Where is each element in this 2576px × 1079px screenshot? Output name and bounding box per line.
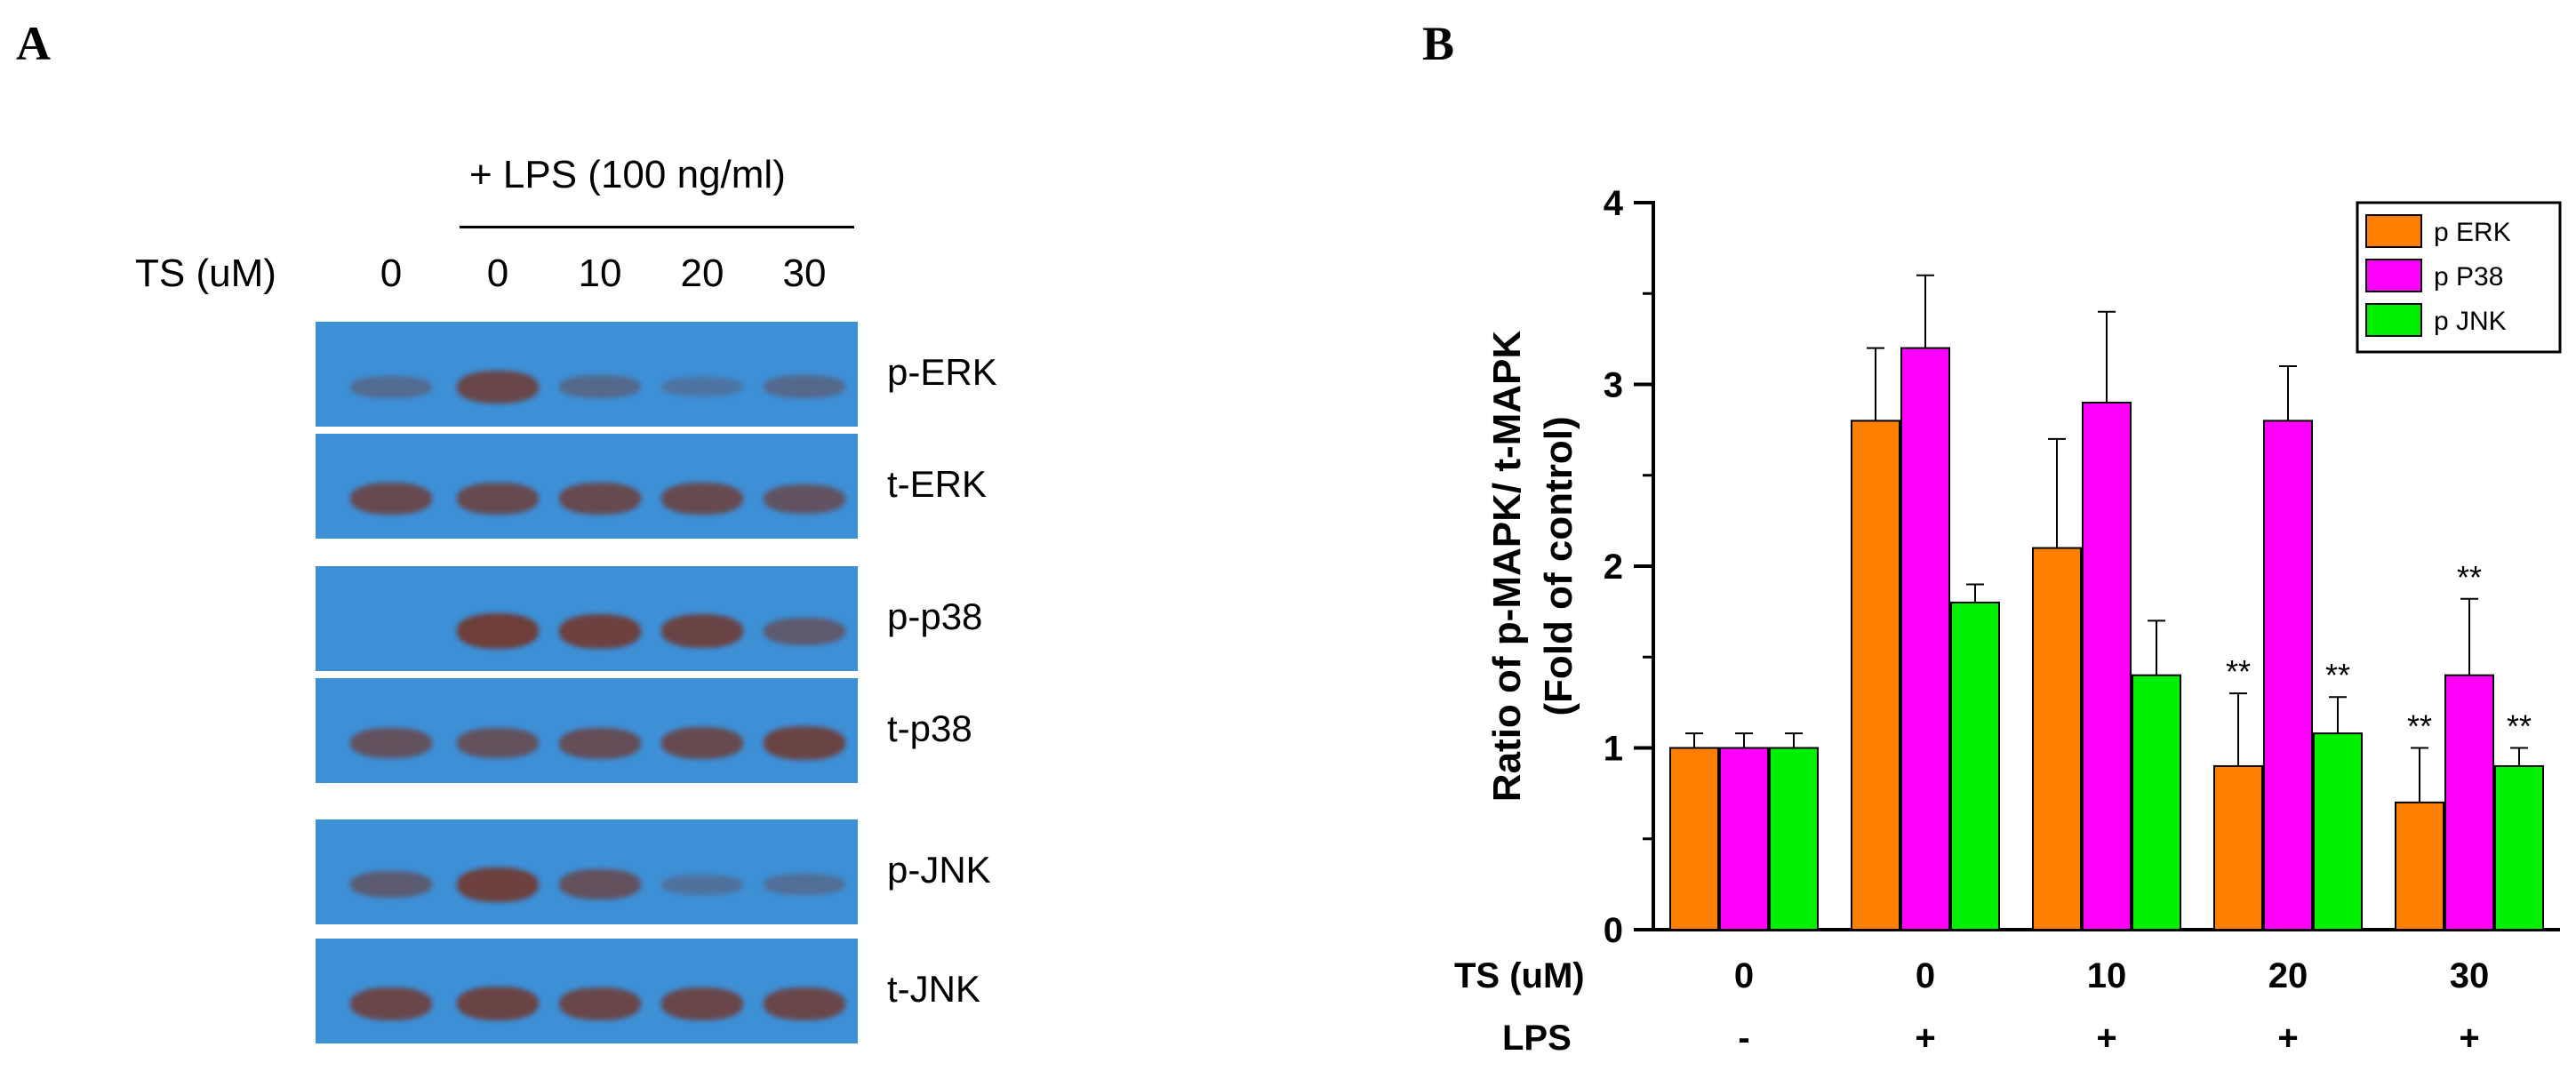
blot-p-jnk — [316, 819, 858, 924]
lane-label: 10 — [578, 252, 622, 295]
legend-label: p P38 — [2434, 262, 2503, 292]
blot-t-jnk — [316, 939, 858, 1043]
x-tick-label: 0 — [1916, 956, 1935, 995]
y-tick-label: 1 — [1604, 730, 1623, 769]
bar — [2082, 401, 2132, 931]
bar — [2395, 801, 2444, 931]
blot-label: p-JNK — [887, 849, 991, 891]
blot-band — [661, 614, 743, 649]
bar — [1719, 747, 1769, 931]
bar — [1900, 347, 1950, 931]
blot-band — [661, 874, 743, 895]
blot-band — [764, 617, 845, 645]
blot-band — [661, 483, 743, 516]
blot-band — [764, 726, 845, 761]
blot-band — [559, 869, 641, 900]
blot-band — [457, 867, 539, 902]
significance-mark: ** — [2226, 653, 2251, 690]
significance-mark: ** — [2507, 708, 2532, 745]
lps-sign: + — [2277, 1019, 2298, 1058]
blot-band — [661, 987, 743, 1020]
treatment-bracket-line — [460, 226, 854, 228]
blot-band — [350, 375, 432, 398]
blot-t-p38 — [316, 678, 858, 783]
lane-label: 20 — [680, 252, 724, 295]
bar — [1769, 747, 1819, 931]
blot-p-erk — [316, 322, 858, 427]
x-tick-label: 30 — [2450, 956, 2490, 995]
blot-band — [764, 987, 845, 1020]
blot-p-p38 — [316, 566, 858, 671]
blot-band — [559, 987, 641, 1020]
y-axis-label-line2: (Fold of control) — [1537, 416, 1580, 715]
blot-label: t-ERK — [887, 463, 988, 505]
x-tick-label: 0 — [1734, 956, 1754, 995]
y-tick-label: 2 — [1604, 547, 1623, 587]
significance-mark: ** — [2407, 708, 2432, 745]
blot-band — [457, 728, 539, 759]
lps-sign: + — [2459, 1019, 2479, 1058]
significance-mark: ** — [2325, 657, 2350, 693]
ts-label: TS (uM) — [135, 252, 276, 295]
legend-label: p JNK — [2434, 307, 2507, 336]
blot-label: p-p38 — [887, 595, 983, 637]
blot-band — [764, 375, 845, 399]
legend-swatch — [2365, 259, 2422, 292]
blot-band — [350, 728, 432, 759]
treatment-header: + LPS (100 ng/ml) — [469, 153, 786, 196]
bar — [1950, 601, 2000, 931]
blot-band — [350, 987, 432, 1020]
blot-band — [350, 871, 432, 899]
bar — [2494, 764, 2544, 931]
blot-band — [457, 370, 539, 404]
panel-b-letter: B — [1422, 17, 1455, 70]
row-label-lps: LPS — [1502, 1019, 1572, 1058]
bar — [2313, 732, 2363, 931]
blot-band — [764, 484, 845, 514]
bar — [1851, 420, 1900, 931]
bar — [2444, 674, 2494, 931]
blot-band — [457, 613, 539, 650]
panel-a-letter: A — [16, 17, 51, 70]
blot-band — [661, 377, 743, 397]
lane-label: 0 — [380, 252, 403, 295]
blot-band — [764, 874, 845, 896]
y-tick-label: 4 — [1604, 184, 1624, 223]
legend-swatch — [2365, 303, 2422, 337]
y-tick-label: 0 — [1604, 911, 1623, 950]
blot-band — [457, 987, 539, 1021]
blot-band — [661, 727, 743, 760]
lane-label: 0 — [486, 252, 509, 295]
bar — [2032, 547, 2082, 931]
legend-swatch — [2365, 214, 2422, 248]
legend-label: p ERK — [2434, 218, 2511, 247]
lps-sign: - — [1738, 1019, 1749, 1058]
x-tick-label: 10 — [2087, 956, 2127, 995]
blot-band — [559, 727, 641, 759]
row-label-ts: TS (uM) — [1454, 956, 1585, 995]
blot-label: p-ERK — [887, 351, 997, 393]
blot-label: t-p38 — [887, 707, 972, 749]
lane-label: 30 — [782, 252, 827, 295]
lps-sign: + — [1915, 1019, 1935, 1058]
blot-band — [559, 375, 641, 399]
bar — [1669, 747, 1719, 931]
blot-t-erk — [316, 434, 858, 539]
lps-sign: + — [2096, 1019, 2116, 1058]
significance-mark: ** — [2457, 559, 2482, 595]
blot-label: t-JNK — [887, 968, 980, 1010]
y-tick-label: 3 — [1604, 366, 1623, 405]
y-axis-label-line1: Ratio of p-MAPK/ t-MAPK — [1485, 331, 1529, 803]
bar — [2132, 674, 2181, 931]
bar — [2263, 420, 2313, 931]
blot-band — [350, 483, 432, 516]
bar — [2213, 764, 2263, 931]
x-tick-label: 20 — [2268, 956, 2308, 995]
blot-band — [457, 483, 539, 516]
blot-band — [559, 613, 641, 649]
blot-band — [559, 483, 641, 516]
